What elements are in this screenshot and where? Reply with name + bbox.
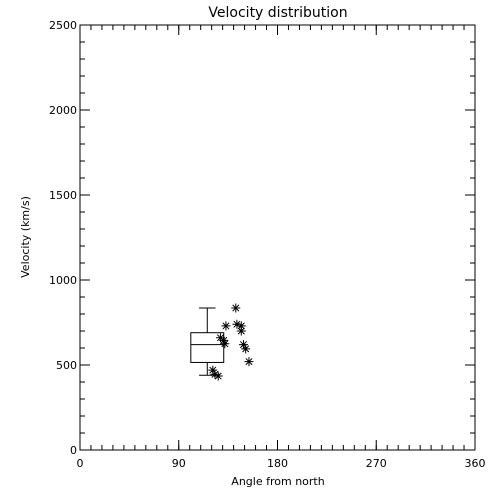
data-point [232, 319, 242, 329]
data-point [219, 335, 229, 345]
box-plot [190, 307, 225, 376]
y-axis-label: Velocity (km/s) [19, 196, 32, 278]
x-tick-label: 360 [465, 457, 486, 470]
data-point [220, 339, 230, 349]
data-point [210, 369, 220, 379]
y-tick-label: 500 [56, 359, 77, 372]
plot-frame [79, 24, 476, 451]
data-point [241, 344, 251, 354]
data-point [208, 365, 218, 375]
y-tick-label: 1000 [49, 274, 77, 287]
data-point [231, 303, 241, 313]
data-point [213, 371, 223, 381]
chart-title: Velocity distribution [208, 5, 347, 21]
x-tick-label: 270 [366, 457, 387, 470]
data-point [238, 340, 248, 350]
y-tick-label: 2000 [49, 104, 77, 117]
x-tick-label: 180 [267, 457, 288, 470]
scatter-points [208, 303, 254, 381]
axes: 0 90 180 270 360 0 500 1000 1500 2000 2500 [49, 19, 486, 470]
data-point [244, 357, 254, 367]
y-tick-label: 0 [70, 444, 77, 457]
data-point [215, 333, 225, 343]
box-iqr [190, 332, 225, 363]
x-tick-label: 90 [172, 457, 186, 470]
y-tick-label: 1500 [49, 189, 77, 202]
data-point [236, 326, 246, 336]
x-axis-label: Angle from north [231, 475, 324, 488]
data-point [236, 321, 246, 331]
data-point [221, 321, 231, 331]
y-tick-label: 2500 [49, 19, 77, 32]
x-tick-label: 0 [77, 457, 84, 470]
